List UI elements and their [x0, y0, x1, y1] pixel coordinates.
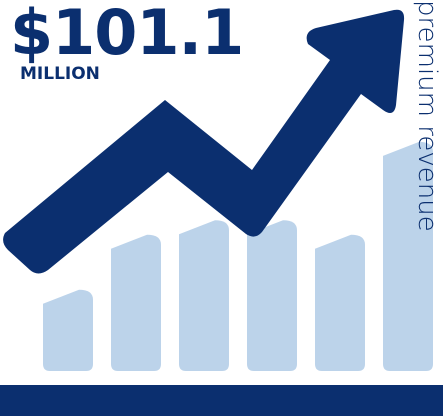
bar-3: [179, 220, 229, 371]
headline-unit: MILLION: [20, 64, 100, 84]
bottom-band: [0, 385, 443, 416]
bar-1: [43, 289, 93, 371]
side-label: premium revenue: [412, 0, 442, 232]
headline-amount: $101.1: [10, 0, 244, 69]
trend-arrow-icon: [3, 9, 405, 274]
trend-arrow-shape: [3, 9, 405, 274]
bar-6: [383, 141, 433, 371]
bar-4: [247, 220, 297, 371]
bar-2: [111, 234, 161, 371]
bar-group: [43, 141, 433, 371]
bar-5: [315, 234, 365, 371]
